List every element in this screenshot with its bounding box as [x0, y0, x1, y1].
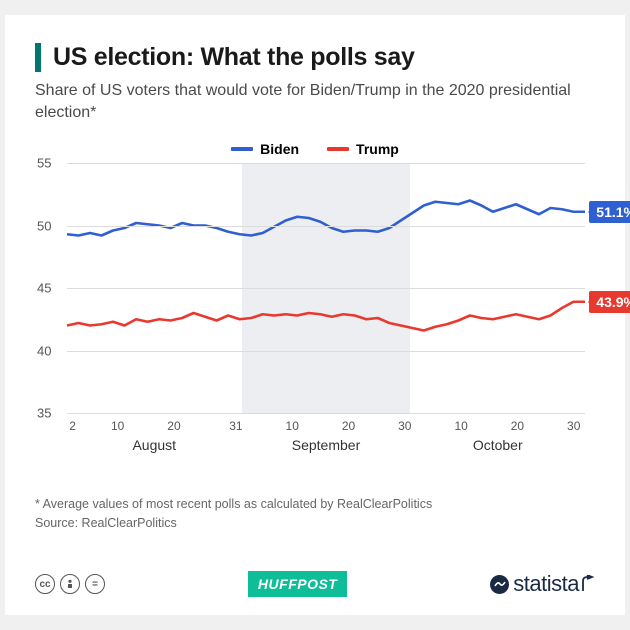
- gridline: [67, 163, 585, 164]
- accent-bar: [35, 43, 41, 72]
- nd-icon: =: [85, 574, 105, 594]
- y-tick: 45: [37, 281, 51, 296]
- infographic-card: US election: What the polls say Share of…: [5, 15, 625, 615]
- cc-badges: cc =: [35, 574, 105, 594]
- statista-text: statista: [513, 571, 579, 597]
- gridline: [67, 226, 585, 227]
- gridline: [67, 351, 585, 352]
- cc-icon: cc: [35, 574, 55, 594]
- title-row: US election: What the polls say: [35, 43, 595, 72]
- x-month-label: September: [292, 437, 360, 453]
- gridline: [67, 413, 585, 414]
- plot-area: 2102031August102030September102030Octobe…: [67, 163, 585, 413]
- statista-logo: statista: [490, 571, 595, 597]
- footnote-line-2: Source: RealClearPolitics: [35, 514, 595, 533]
- y-tick: 55: [37, 156, 51, 171]
- biden-line: [67, 201, 585, 236]
- legend: Biden Trump: [35, 141, 595, 157]
- by-icon: [60, 574, 80, 594]
- statista-wave-icon: [490, 575, 509, 594]
- title: US election: What the polls say: [53, 43, 415, 72]
- x-tick: 10: [286, 419, 299, 433]
- legend-biden: Biden: [231, 141, 299, 157]
- footer: cc = HUFFPOST statista: [35, 571, 595, 597]
- gridline: [67, 288, 585, 289]
- huffpost-logo: HUFFPOST: [248, 571, 347, 597]
- legend-trump-label: Trump: [356, 141, 399, 157]
- biden-callout: 51.1%: [589, 201, 630, 223]
- swatch-biden: [231, 147, 253, 151]
- x-tick: 10: [111, 419, 124, 433]
- x-tick: 20: [167, 419, 180, 433]
- footnote-line-1: * Average values of most recent polls as…: [35, 495, 595, 514]
- footnote: * Average values of most recent polls as…: [35, 495, 595, 533]
- x-tick: 20: [511, 419, 524, 433]
- x-tick: 20: [342, 419, 355, 433]
- x-month-label: October: [473, 437, 523, 453]
- y-tick: 50: [37, 218, 51, 233]
- x-tick: 30: [398, 419, 411, 433]
- x-tick: 30: [567, 419, 580, 433]
- legend-biden-label: Biden: [260, 141, 299, 157]
- x-tick: 2: [69, 419, 76, 433]
- subtitle: Share of US voters that would vote for B…: [35, 80, 595, 123]
- chart: 2102031August102030September102030Octobe…: [41, 163, 595, 443]
- y-tick: 35: [37, 406, 51, 421]
- trump-line: [67, 302, 585, 331]
- statista-arrow-icon: [581, 575, 595, 593]
- swatch-trump: [327, 147, 349, 151]
- x-tick: 31: [229, 419, 242, 433]
- x-month-label: August: [132, 437, 176, 453]
- y-tick: 40: [37, 343, 51, 358]
- legend-trump: Trump: [327, 141, 399, 157]
- x-tick: 10: [454, 419, 467, 433]
- trump-callout: 43.9%: [589, 291, 630, 313]
